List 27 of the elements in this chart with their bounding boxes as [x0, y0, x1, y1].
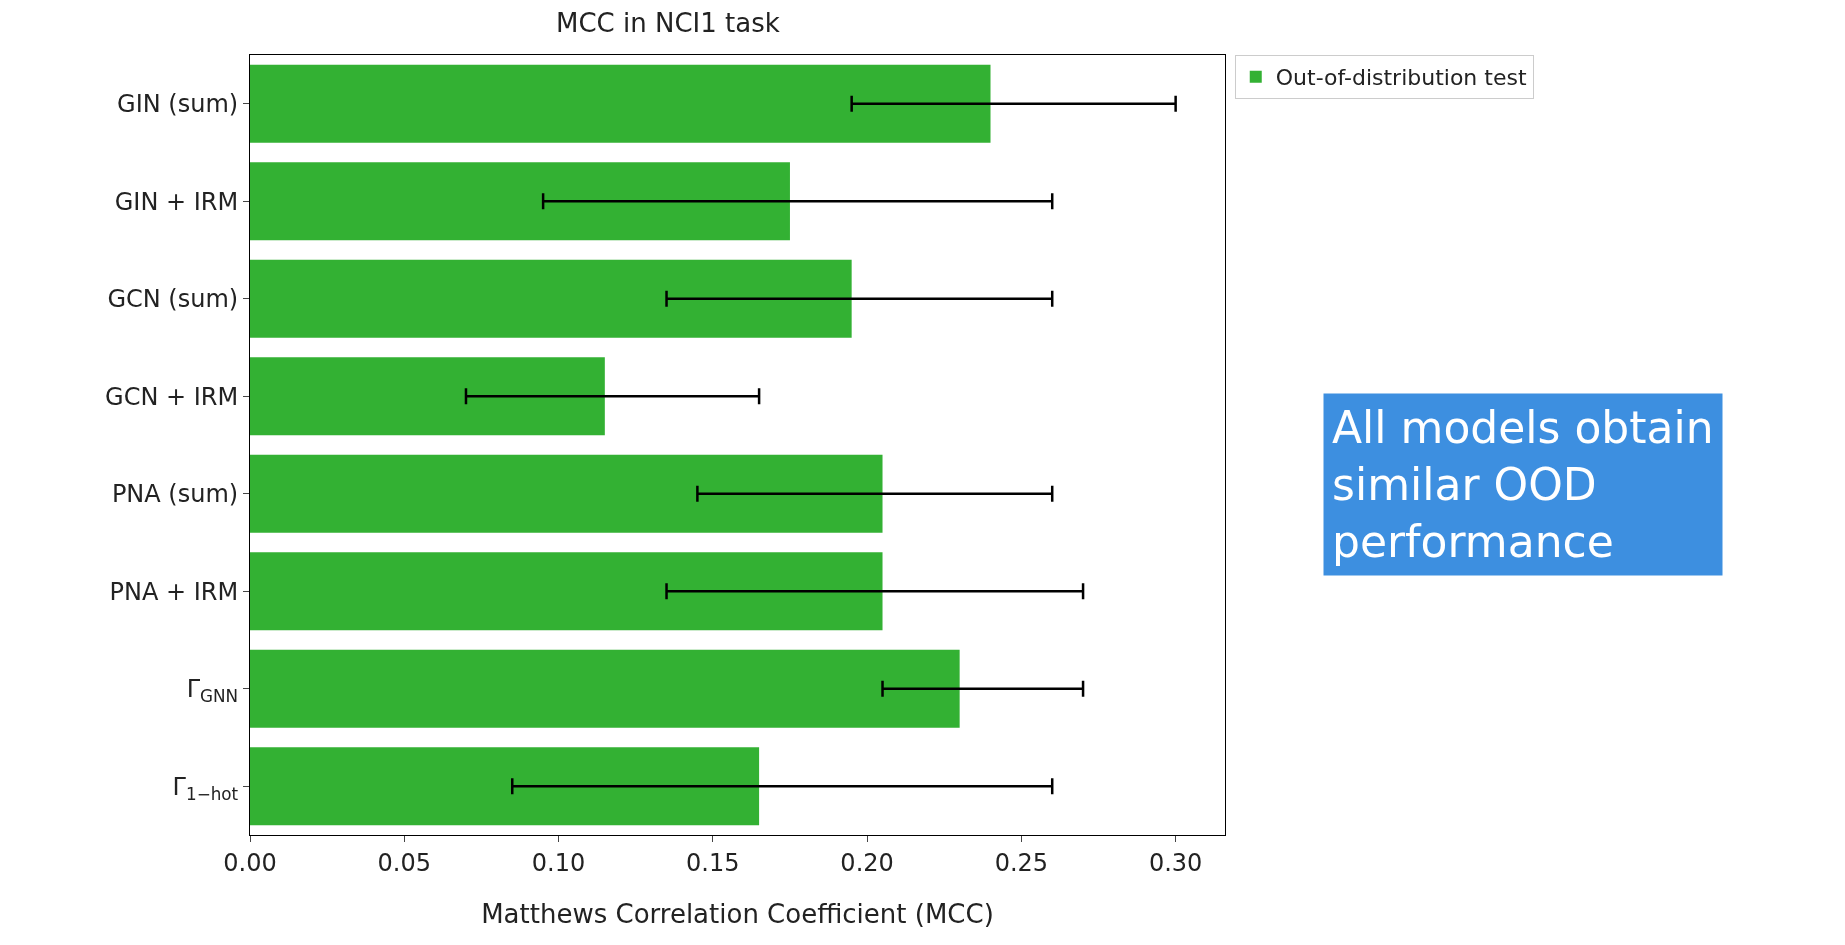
x-axis-title: Matthews Correlation Coefficient (MCC) — [481, 899, 994, 929]
bar — [250, 162, 790, 241]
legend-label: Out-of-distribution test — [1275, 65, 1527, 91]
y-tick-label: PNA (sum) — [111, 480, 239, 509]
bar — [250, 64, 991, 143]
bar — [250, 454, 883, 533]
y-tick-label: Γ$_{GNN}$ — [186, 675, 239, 707]
x-tick-label: 0.05 — [377, 848, 431, 877]
x-tick-label: 0.15 — [686, 848, 740, 877]
bar — [250, 357, 605, 436]
chart-title: MCC in NCI1 task — [556, 8, 780, 39]
y-tick-label: PNA + IRM — [109, 577, 239, 606]
bar — [250, 552, 883, 631]
y-tick-label: GIN + IRM — [114, 187, 239, 216]
x-tick-label: 0.10 — [531, 848, 586, 877]
bar — [250, 649, 960, 728]
x-tick-label: 0.20 — [840, 848, 894, 877]
bar — [250, 259, 852, 338]
text: All models obtain similar OOD performance — [1332, 402, 1714, 568]
y-tick-label: Γ$_{1−hot}$ — [172, 772, 239, 804]
x-tick-label: 0.00 — [223, 848, 277, 877]
x-tick-label: 0.30 — [1148, 848, 1203, 877]
y-tick-label: GCN + IRM — [105, 382, 239, 411]
y-tick-label: GIN (sum) — [117, 90, 239, 119]
x-tick-label: 0.25 — [994, 848, 1049, 877]
bar — [250, 747, 760, 826]
y-tick-label: GCN (sum) — [107, 285, 239, 314]
